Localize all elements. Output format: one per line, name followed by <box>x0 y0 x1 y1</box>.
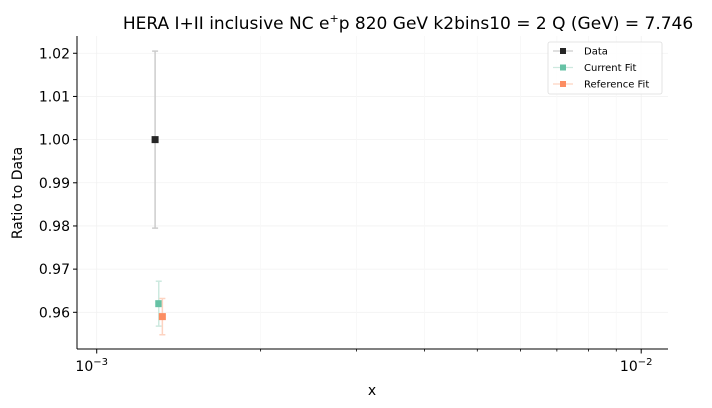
legend-label-reference-fit: Reference Fit <box>584 80 649 91</box>
y-axis-label: Ratio to Data <box>10 147 26 239</box>
legend-marker-reference-fit <box>560 81 566 87</box>
reference-fit-point <box>158 313 166 321</box>
title-main: HERA I+II inclusive NC e <box>123 14 330 34</box>
x-axis-label: x <box>368 383 376 399</box>
x-tick-label: 10−3 <box>75 357 108 375</box>
legend-label-current-fit: Current Fit <box>584 63 637 74</box>
grid <box>77 36 668 349</box>
legend-box <box>547 41 663 95</box>
legend-label-data: Data <box>584 47 608 58</box>
series-layer <box>151 50 166 336</box>
y-tick-label: 0.99 <box>39 176 70 192</box>
y-tick-label: 1.00 <box>39 133 70 149</box>
legend-marker-current-fit <box>560 64 566 71</box>
title-rest: p 820 GeV k2bins10 = 2 Q (GeV) = 7.746 <box>339 14 693 34</box>
y-tick-label: 0.96 <box>39 305 70 321</box>
chart-title: HERA I+II inclusive NC e+p 820 GeV k2bin… <box>123 12 693 34</box>
data-point <box>151 136 159 144</box>
legend: Data Current Fit Reference Fit <box>547 41 663 95</box>
axes: 0.96 0.97 0.98 0.99 1.00 1.01 1.02 10−3 10−2 <box>39 36 668 375</box>
legend-marker-data <box>560 48 566 54</box>
y-tick-label: 0.98 <box>39 219 70 235</box>
current-fit-point <box>155 300 163 308</box>
y-tick-label: 1.01 <box>39 89 70 105</box>
x-tick-label: 10−2 <box>620 357 653 375</box>
y-tick-label: 0.97 <box>39 262 70 278</box>
y-tick-label: 1.02 <box>39 46 70 62</box>
title-superscript: + <box>330 12 339 25</box>
